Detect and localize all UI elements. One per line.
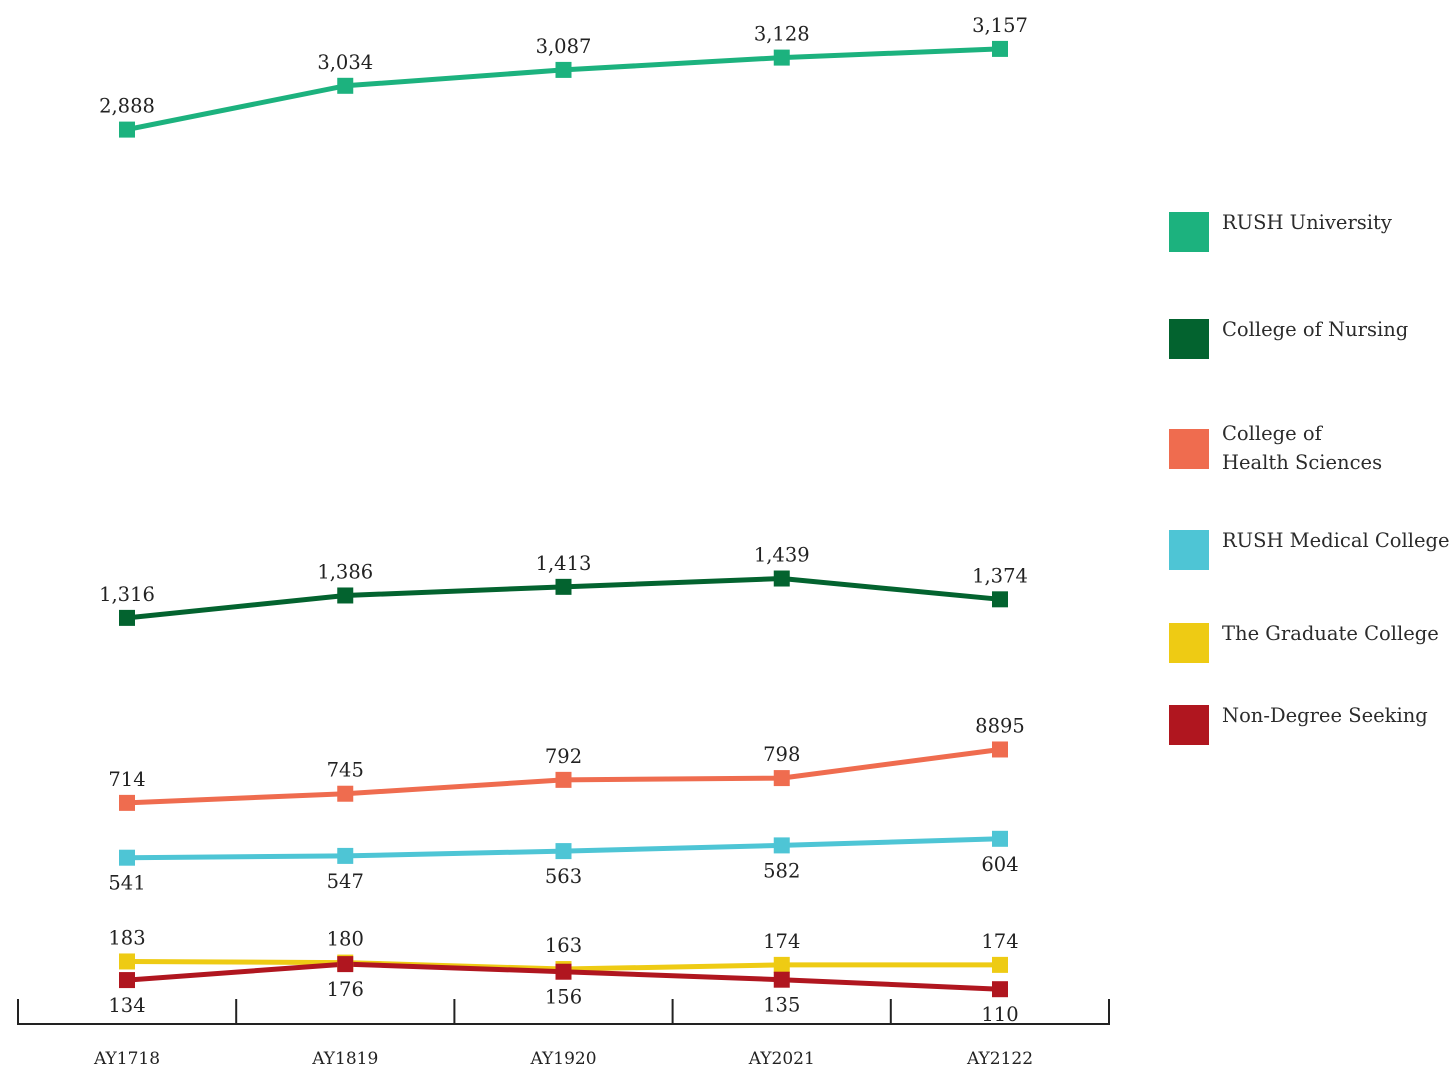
- data-label-rush-medical-college-ay2021: 582: [763, 859, 800, 882]
- data-point-rush-medical-college-ay1920: [555, 843, 572, 860]
- data-point-college-of-nursing-ay1920: [555, 578, 572, 595]
- data-label-college-of-nursing-ay2122: 1,374: [972, 564, 1028, 587]
- legend-swatch: [1169, 530, 1209, 570]
- legend-label: College of Nursing: [1222, 318, 1409, 341]
- data-label-the-graduate-college-ay1718: 183: [108, 926, 145, 949]
- data-label-rush-university-ay1718: 2,888: [99, 95, 155, 118]
- data-label-non-degree-seeking-ay1718: 134: [108, 994, 145, 1017]
- data-point-non-degree-seeking-ay1920: [555, 963, 572, 980]
- series-markers: [119, 40, 1008, 998]
- data-label-rush-university-ay1920: 3,087: [536, 35, 592, 58]
- legend-label: RUSH University: [1222, 211, 1392, 234]
- data-label-rush-medical-college-ay1718: 541: [108, 872, 145, 895]
- data-label-college-of-nursing-ay2021: 1,439: [754, 544, 810, 567]
- data-point-college-of-health-sciences-ay1920: [555, 771, 572, 788]
- data-label-non-degree-seeking-ay1819: 176: [327, 978, 364, 1001]
- data-point-college-of-nursing-ay1718: [119, 609, 135, 626]
- data-label-rush-medical-college-ay2122: 604: [981, 853, 1018, 876]
- legend-swatch: [1169, 212, 1209, 252]
- data-point-rush-university-ay2122: [992, 40, 1008, 57]
- legend-swatch: [1169, 319, 1209, 359]
- data-point-college-of-nursing-ay2021: [773, 570, 790, 587]
- data-point-college-of-health-sciences-ay1819: [337, 785, 354, 802]
- legend: RUSH University College of Nursing Colle…: [1169, 0, 1454, 1072]
- data-point-rush-medical-college-ay1819: [337, 847, 354, 864]
- legend-label: RUSH Medical College: [1222, 529, 1450, 552]
- data-point-the-graduate-college-ay2021: [773, 956, 790, 973]
- data-labels: 2,888 3,034 3,087 3,128 3,157 1,316 1,386 1,413…: [99, 14, 1028, 1026]
- data-point-rush-university-ay1920: [555, 61, 572, 78]
- data-point-college-of-nursing-ay1819: [337, 587, 354, 604]
- legend-item-rush-university: RUSH University: [1169, 211, 1392, 252]
- legend-item-college-of-nursing: College of Nursing: [1169, 318, 1408, 359]
- x-tick-label-ay2122: AY2122: [966, 1049, 1033, 1069]
- legend-label: College of Health Sciences: [1222, 422, 1383, 474]
- data-point-college-of-health-sciences-ay2122: [992, 741, 1008, 758]
- legend-swatch: [1169, 705, 1209, 745]
- data-label-non-degree-seeking-ay2021: 135: [763, 994, 800, 1017]
- legend-item-college-of-health-sciences: College of Health Sciences: [1169, 422, 1382, 477]
- x-tick-label-ay2021: AY2021: [748, 1049, 815, 1069]
- data-point-rush-university-ay1718: [119, 121, 135, 138]
- data-point-non-degree-seeking-ay1718: [119, 972, 135, 989]
- data-label-rush-medical-college-ay1920: 563: [545, 865, 582, 888]
- data-label-the-graduate-college-ay2021: 174: [763, 930, 800, 953]
- legend-label: Non-Degree Seeking: [1222, 704, 1428, 727]
- legend-item-rush-medical-college: RUSH Medical College: [1169, 529, 1450, 570]
- series-line-rush-university: [126, 46, 1001, 133]
- x-tick-label-ay1718: AY1718: [93, 1049, 160, 1069]
- data-point-the-graduate-college-ay1718: [119, 953, 135, 970]
- line-chart: AY1718 AY1819 AY1920 AY2021 AY2122 2,888 3,03…: [17, 14, 1110, 1069]
- legend-label: The Graduate College: [1222, 622, 1439, 645]
- data-point-college-of-health-sciences-ay2021: [773, 770, 790, 787]
- data-label-rush-university-ay2021: 3,128: [754, 23, 810, 46]
- data-label-the-graduate-college-ay2122: 174: [981, 930, 1018, 953]
- data-label-the-graduate-college-ay1920: 163: [545, 934, 582, 957]
- data-label-college-of-health-sciences-ay1819: 745: [327, 759, 364, 782]
- data-point-non-degree-seeking-ay2021: [773, 971, 790, 988]
- data-point-non-degree-seeking-ay2122: [992, 981, 1008, 998]
- x-axis: AY1718 AY1819 AY1920 AY2021 AY2122: [17, 999, 1110, 1069]
- data-label-college-of-health-sciences-ay1718: 714: [108, 768, 145, 791]
- legend-swatch: [1169, 623, 1209, 663]
- legend-item-non-degree-seeking: Non-Degree Seeking: [1169, 704, 1428, 745]
- data-point-rush-university-ay2021: [773, 49, 790, 66]
- data-point-college-of-nursing-ay2122: [992, 591, 1008, 608]
- data-label-the-graduate-college-ay1819: 180: [327, 928, 364, 951]
- data-point-rush-university-ay1819: [337, 77, 354, 94]
- x-tick-label-ay1819: AY1819: [311, 1049, 378, 1069]
- data-label-rush-medical-college-ay1819: 547: [327, 870, 364, 893]
- data-label-college-of-health-sciences-ay2021: 798: [763, 743, 800, 766]
- data-point-rush-medical-college-ay1718: [119, 849, 135, 866]
- data-label-non-degree-seeking-ay1920: 156: [545, 986, 582, 1009]
- data-label-non-degree-seeking-ay2122: 110: [981, 1003, 1018, 1026]
- legend-item-the-graduate-college: The Graduate College: [1169, 622, 1439, 663]
- data-point-non-degree-seeking-ay1819: [337, 956, 354, 973]
- data-label-college-of-health-sciences-ay2122: 8895: [975, 714, 1025, 737]
- data-label-college-of-health-sciences-ay1920: 792: [545, 745, 582, 768]
- data-label-rush-university-ay1819: 3,034: [317, 51, 373, 74]
- data-label-college-of-nursing-ay1718: 1,316: [99, 583, 155, 606]
- data-point-rush-medical-college-ay2122: [992, 830, 1008, 847]
- x-tick-label-ay1920: AY1920: [529, 1049, 596, 1069]
- data-point-rush-medical-college-ay2021: [773, 837, 790, 854]
- legend-swatch: [1169, 429, 1209, 469]
- data-label-college-of-nursing-ay1920: 1,413: [536, 552, 592, 575]
- data-label-college-of-nursing-ay1819: 1,386: [317, 560, 373, 583]
- data-label-rush-university-ay2122: 3,157: [972, 14, 1028, 37]
- data-point-the-graduate-college-ay2122: [992, 956, 1008, 973]
- data-point-college-of-health-sciences-ay1718: [119, 794, 135, 811]
